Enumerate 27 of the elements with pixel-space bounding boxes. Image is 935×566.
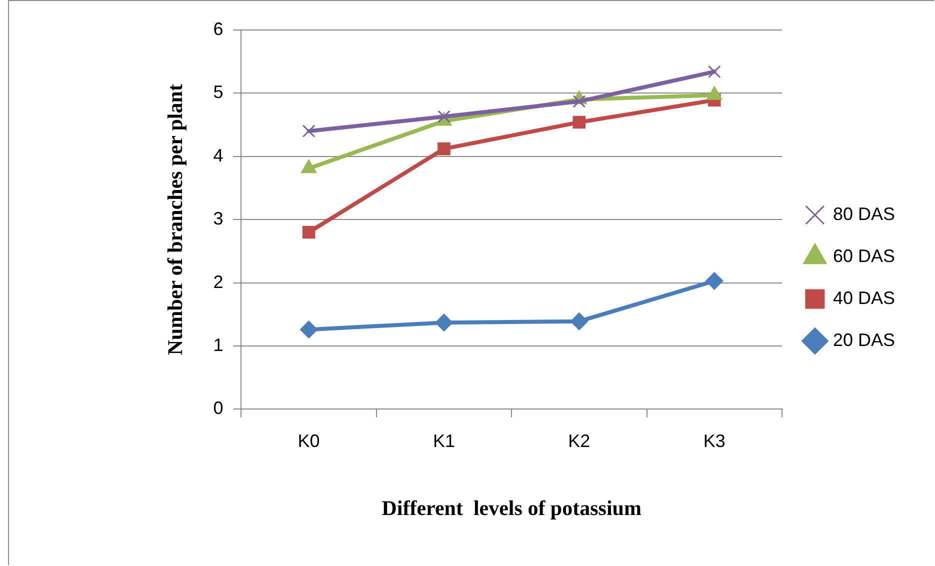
point [570,312,588,330]
point [706,272,724,290]
legend-label: 40 DAS [832,288,896,308]
point [572,116,586,129]
y-tick-label: 4 [213,145,224,166]
point [572,95,586,108]
y-tick-label: 2 [213,272,224,292]
y-tick-label: 6 [213,18,224,39]
x-tick-label: K0 [298,430,320,451]
y-tick-label: 1 [213,334,224,355]
x-tick-label: K1 [432,430,456,451]
x-tick-label: K2 [568,430,590,451]
point [302,226,316,239]
y-tick-label: 0 [213,398,224,418]
legend-label: 60 DAS [832,246,896,266]
x-tick-label: K3 [703,430,726,451]
y-tick-label: 3 [213,208,224,229]
point [438,142,450,156]
legend-label: 20 DAS [832,330,896,350]
point [435,314,453,332]
point [302,124,316,138]
legend-label: 80 DAS [832,204,896,224]
y-tick-label: 5 [213,82,224,102]
x-axis-title: Different levels of potassium [382,496,642,520]
y-axis-title: Number of branches per plant [163,84,188,356]
point [300,320,318,338]
point [708,65,721,78]
